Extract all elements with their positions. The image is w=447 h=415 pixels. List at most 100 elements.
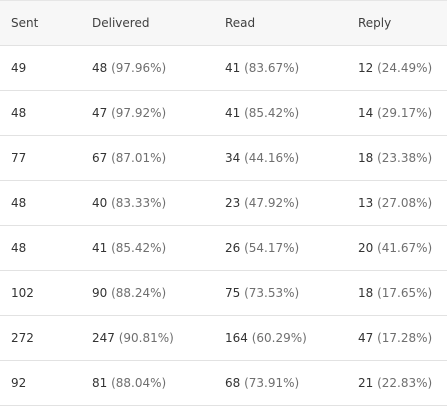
reply-percent: (17.28%) <box>377 331 433 345</box>
delivered-count: 67 <box>92 151 108 165</box>
delivered-percent: (88.24%) <box>111 286 167 300</box>
sent-count: 48 <box>11 196 27 210</box>
cell-reply: 20 (41.67%) <box>347 225 447 271</box>
reply-count: 18 <box>358 151 374 165</box>
cell-reply: 18 (23.38%) <box>347 135 447 181</box>
cell-reply: 13 (27.08%) <box>347 180 447 226</box>
delivered-count: 81 <box>92 376 108 390</box>
table-row: 92 81 (88.04%) 68 (73.91%) 21 (22.83%) <box>0 360 447 406</box>
cell-read: 164 (60.29%) <box>214 315 347 361</box>
cell-reply: 18 (17.65%) <box>347 270 447 316</box>
delivered-count: 90 <box>92 286 108 300</box>
cell-reply: 12 (24.49%) <box>347 45 447 91</box>
header-read[interactable]: Read <box>214 0 347 46</box>
sent-count: 77 <box>11 151 27 165</box>
cell-delivered: 47 (97.92%) <box>81 90 214 136</box>
table-row: 102 90 (88.24%) 75 (73.53%) 18 (17.65%) <box>0 270 447 316</box>
reply-percent: (27.08%) <box>377 196 433 210</box>
read-count: 26 <box>225 241 241 255</box>
reply-percent: (23.38%) <box>377 151 433 165</box>
cell-delivered: 247 (90.81%) <box>81 315 214 361</box>
cell-sent: 49 <box>0 45 81 91</box>
delivered-percent: (90.81%) <box>118 331 174 345</box>
read-percent: (83.67%) <box>244 61 300 75</box>
cell-delivered: 81 (88.04%) <box>81 360 214 406</box>
delivered-count: 40 <box>92 196 108 210</box>
reply-percent: (24.49%) <box>377 61 433 75</box>
sent-count: 48 <box>11 241 27 255</box>
reply-percent: (17.65%) <box>377 286 433 300</box>
cell-read: 23 (47.92%) <box>214 180 347 226</box>
cell-delivered: 48 (97.96%) <box>81 45 214 91</box>
read-percent: (47.92%) <box>244 196 300 210</box>
table-row: 48 40 (83.33%) 23 (47.92%) 13 (27.08%) <box>0 180 447 226</box>
reply-percent: (29.17%) <box>377 106 433 120</box>
sent-count: 102 <box>11 286 34 300</box>
read-count: 41 <box>225 106 241 120</box>
cell-sent: 48 <box>0 90 81 136</box>
cell-delivered: 90 (88.24%) <box>81 270 214 316</box>
stats-table: Sent Delivered Read Reply 49 48 (97.96%) 4… <box>0 0 447 406</box>
read-percent: (73.53%) <box>244 286 300 300</box>
delivered-percent: (83.33%) <box>111 196 167 210</box>
read-count: 68 <box>225 376 241 390</box>
delivered-count: 48 <box>92 61 108 75</box>
header-delivered[interactable]: Delivered <box>81 0 214 46</box>
cell-reply: 21 (22.83%) <box>347 360 447 406</box>
header-row: Sent Delivered Read Reply <box>0 0 447 46</box>
cell-sent: 48 <box>0 225 81 271</box>
sent-count: 48 <box>11 106 27 120</box>
delivered-count: 247 <box>92 331 115 345</box>
cell-reply: 47 (17.28%) <box>347 315 447 361</box>
read-count: 41 <box>225 61 241 75</box>
read-count: 164 <box>225 331 248 345</box>
cell-read: 41 (85.42%) <box>214 90 347 136</box>
cell-sent: 77 <box>0 135 81 181</box>
sent-count: 92 <box>11 376 27 390</box>
read-count: 34 <box>225 151 241 165</box>
table-header: Sent Delivered Read Reply <box>0 0 447 46</box>
read-percent: (54.17%) <box>244 241 300 255</box>
header-reply[interactable]: Reply <box>347 0 447 46</box>
cell-read: 26 (54.17%) <box>214 225 347 271</box>
cell-read: 34 (44.16%) <box>214 135 347 181</box>
delivered-percent: (85.42%) <box>111 241 167 255</box>
cell-delivered: 40 (83.33%) <box>81 180 214 226</box>
read-count: 23 <box>225 196 241 210</box>
cell-reply: 14 (29.17%) <box>347 90 447 136</box>
reply-percent: (22.83%) <box>377 376 433 390</box>
table-row: 48 41 (85.42%) 26 (54.17%) 20 (41.67%) <box>0 225 447 271</box>
reply-count: 12 <box>358 61 374 75</box>
table-row: 48 47 (97.92%) 41 (85.42%) 14 (29.17%) <box>0 90 447 136</box>
cell-sent: 272 <box>0 315 81 361</box>
read-percent: (85.42%) <box>244 106 300 120</box>
read-percent: (60.29%) <box>251 331 307 345</box>
read-percent: (73.91%) <box>244 376 300 390</box>
read-count: 75 <box>225 286 241 300</box>
cell-read: 41 (83.67%) <box>214 45 347 91</box>
reply-count: 18 <box>358 286 374 300</box>
reply-count: 20 <box>358 241 374 255</box>
cell-sent: 48 <box>0 180 81 226</box>
reply-count: 14 <box>358 106 374 120</box>
delivered-count: 41 <box>92 241 108 255</box>
cell-sent: 102 <box>0 270 81 316</box>
delivered-percent: (97.92%) <box>111 106 167 120</box>
cell-delivered: 41 (85.42%) <box>81 225 214 271</box>
header-sent[interactable]: Sent <box>0 0 81 46</box>
delivered-percent: (88.04%) <box>111 376 167 390</box>
table-row: 77 67 (87.01%) 34 (44.16%) 18 (23.38%) <box>0 135 447 181</box>
read-percent: (44.16%) <box>244 151 300 165</box>
cell-read: 68 (73.91%) <box>214 360 347 406</box>
sent-count: 49 <box>11 61 27 75</box>
cell-delivered: 67 (87.01%) <box>81 135 214 181</box>
table-body: 49 48 (97.96%) 41 (83.67%) 12 (24.49%) 48 47 … <box>0 45 447 406</box>
delivered-count: 47 <box>92 106 108 120</box>
table-row: 272 247 (90.81%) 164 (60.29%) 47 (17.28%) <box>0 315 447 361</box>
reply-percent: (41.67%) <box>377 241 433 255</box>
cell-sent: 92 <box>0 360 81 406</box>
delivered-percent: (97.96%) <box>111 61 167 75</box>
reply-count: 47 <box>358 331 374 345</box>
reply-count: 21 <box>358 376 374 390</box>
cell-read: 75 (73.53%) <box>214 270 347 316</box>
